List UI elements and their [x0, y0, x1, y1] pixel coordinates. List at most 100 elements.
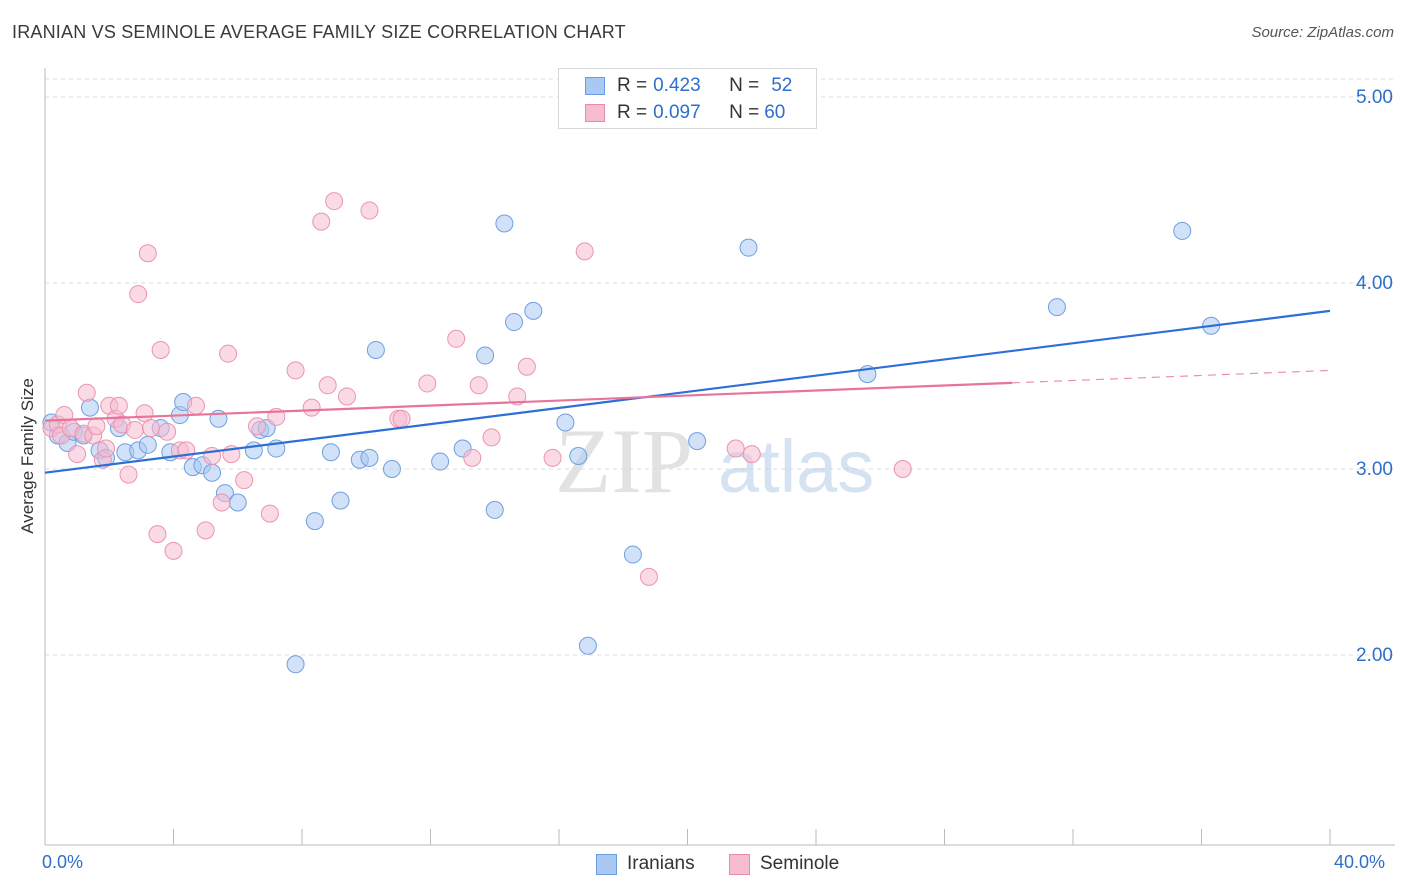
iranians-point: [305, 512, 324, 531]
seminole-point: [360, 201, 379, 220]
seminole-point: [543, 448, 562, 467]
seminole-point: [260, 504, 279, 523]
seminole-point: [158, 422, 177, 441]
iranians-point: [495, 214, 514, 233]
seminole-trend-extension: [1011, 369, 1331, 384]
seminole-point: [639, 567, 658, 586]
n-value: 52: [771, 75, 793, 96]
seminole-point: [119, 465, 138, 484]
seminole-point: [212, 493, 231, 512]
y-tick-label: 3.00: [1356, 459, 1393, 480]
iranians-point: [286, 655, 305, 674]
iranians-point: [244, 441, 263, 460]
seminole-point: [164, 541, 183, 560]
seminole-point: [418, 374, 437, 393]
watermark-atlas: atlas: [718, 425, 874, 508]
iranians-legend-label: Iranians: [627, 853, 695, 874]
chart-title: IRANIAN VS SEMINOLE AVERAGE FAMILY SIZE …: [12, 22, 626, 42]
iranians-trend-line: [44, 309, 1331, 474]
source-label: Source: ZipAtlas.com: [1251, 24, 1394, 41]
seminole-legend-label: Seminole: [760, 853, 840, 874]
y-tick-label: 4.00: [1356, 273, 1393, 294]
seminole-point: [286, 361, 305, 380]
iranians-point: [228, 493, 247, 512]
iranians-point: [556, 413, 575, 432]
seminole-point: [508, 387, 527, 406]
r-value: 0.097: [653, 102, 701, 123]
seminole-points: [42, 192, 912, 586]
seminole-point: [742, 445, 761, 464]
seminole-swatch: [585, 104, 605, 122]
x-tick-max: 40.0%: [1334, 852, 1386, 872]
bottom-legend-seminole: Seminole: [729, 852, 839, 876]
iranians-point: [1047, 298, 1066, 317]
r-label: R =: [617, 75, 648, 96]
iranians-point: [1173, 221, 1192, 240]
seminole-point: [77, 383, 96, 402]
iranians-point: [524, 301, 543, 320]
correlation-legend: R = 0.423 N = 52 R = 0.097 N = 60: [558, 68, 817, 129]
iranians-point: [739, 238, 758, 257]
iranians-point: [331, 491, 350, 510]
seminole-point: [248, 417, 267, 436]
seminole-trend-line: [44, 381, 1013, 422]
iranians-point: [485, 500, 504, 519]
iranians-point: [431, 452, 450, 471]
seminole-point: [318, 376, 337, 395]
watermark: ZIP atlas: [555, 410, 874, 512]
gridlines: [45, 78, 1395, 656]
iranians-point: [366, 340, 385, 359]
iranians-point: [321, 443, 340, 462]
seminole-point: [138, 244, 157, 263]
axes: [44, 68, 1395, 846]
seminole-point: [312, 212, 331, 231]
seminole-point: [447, 329, 466, 348]
seminole-point: [469, 376, 488, 395]
n-value: 60: [764, 102, 786, 123]
y-tick-label: 2.00: [1356, 645, 1393, 666]
legend-row-seminole: R = 0.097 N = 60: [585, 100, 785, 126]
iranians-legend-swatch: [596, 853, 617, 875]
seminole-point: [517, 357, 536, 376]
r-label: R =: [617, 102, 648, 123]
seminole-point: [87, 417, 106, 436]
iranians-swatch: [585, 77, 605, 95]
seminole-point: [463, 448, 482, 467]
seminole-point: [325, 192, 344, 211]
bottom-legend-iranians: Iranians: [596, 852, 695, 876]
r-value: 0.423: [653, 75, 701, 96]
x-tick-min: 0.0%: [42, 852, 84, 872]
iranians-point: [203, 463, 222, 482]
seminole-point: [186, 396, 205, 415]
iranians-point: [382, 460, 401, 478]
seminole-point: [337, 387, 356, 406]
iranians-point: [476, 346, 495, 365]
seminole-point: [97, 439, 116, 458]
seminole-point: [142, 419, 161, 438]
y-tick-labels: 2.00 3.00 4.00 5.00: [1356, 87, 1393, 666]
trend-lines: [44, 309, 1331, 474]
n-label: N =: [729, 75, 760, 96]
seminole-point: [129, 285, 148, 304]
seminole-point: [148, 525, 167, 544]
y-tick-label: 5.00: [1356, 87, 1393, 108]
seminole-point: [196, 521, 215, 540]
iranians-point: [569, 446, 588, 465]
iranians-point: [505, 313, 524, 332]
iranians-point: [688, 432, 707, 451]
seminole-point: [893, 460, 912, 478]
iranians-point: [80, 398, 99, 417]
iranians-point: [360, 448, 379, 467]
seminole-point: [575, 242, 594, 261]
seminole-point: [151, 340, 170, 359]
seminole-point: [68, 445, 87, 464]
seminole-point: [219, 344, 238, 363]
seminole-point: [392, 409, 411, 428]
iranians-point: [623, 545, 642, 564]
seminole-point: [125, 420, 144, 439]
iranians-point: [138, 435, 157, 454]
seminole-point: [235, 471, 254, 490]
iranians-point: [578, 636, 597, 655]
legend-row-iranians: R = 0.423 N = 52: [585, 73, 792, 99]
